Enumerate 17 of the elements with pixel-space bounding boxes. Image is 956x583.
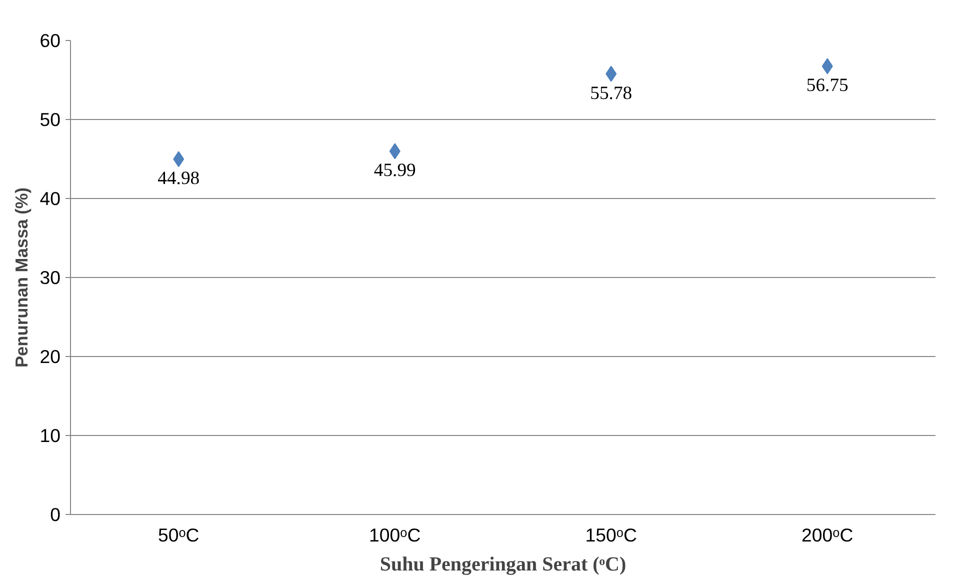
y-tick-label: 30 [40,267,61,288]
data-label: 45.99 [374,160,416,182]
x-tick-label: 100ᵒC [369,524,421,546]
y-tick-label: 50 [40,109,61,130]
y-tick-label: 20 [40,346,61,367]
y-tick-label: 40 [40,188,61,209]
x-tick-label: 200ᵒC [802,524,854,546]
y-tick-label: 10 [40,425,61,446]
y-axis-title: Penurunan Massa (%) [12,187,32,368]
x-axis-title: Suhu Pengeringan Serat (ᵒC) [380,554,626,576]
data-label: 44.98 [158,168,200,190]
data-label: 55.78 [590,82,632,104]
data-label: 56.75 [806,75,848,96]
x-tick-label: 150ᵒC [585,524,637,546]
y-tick-label: 0 [50,504,61,525]
x-tick-label: 50ᵒC [158,524,200,546]
y-tick-label: 60 [40,30,61,51]
